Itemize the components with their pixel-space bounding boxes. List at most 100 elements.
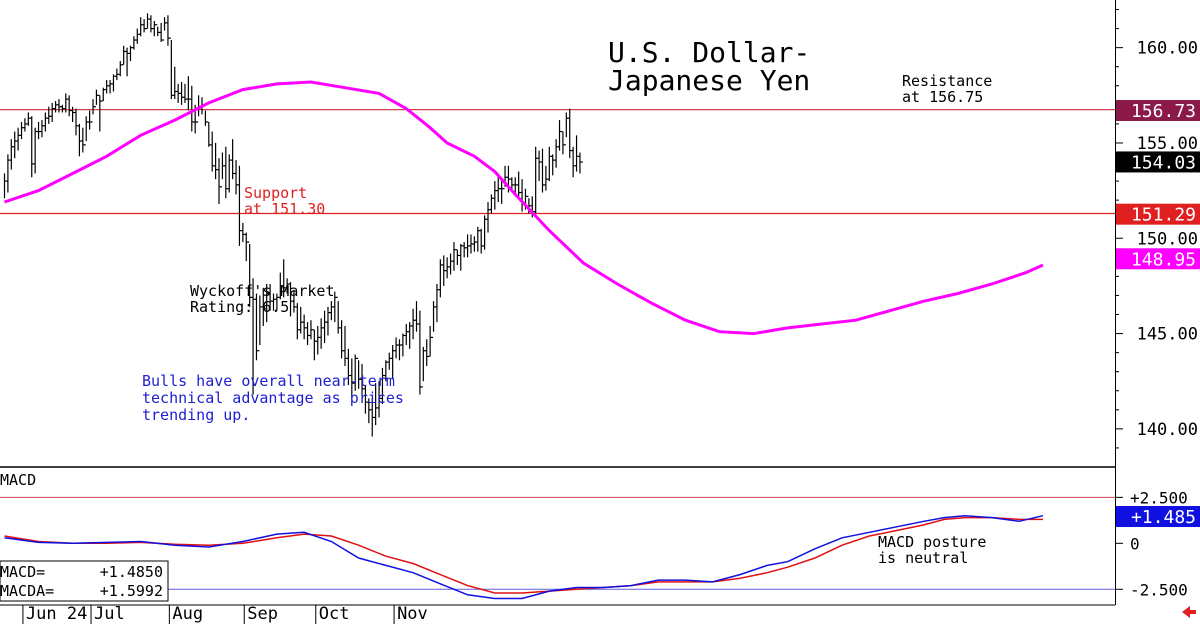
value-badge: 154.03 (1116, 151, 1200, 173)
price-bar (160, 22, 165, 42)
price-bar (180, 81, 185, 105)
price-bar (334, 291, 338, 323)
price-bar (490, 194, 495, 214)
price-bar (10, 139, 15, 170)
time-tick-label: Aug (172, 604, 203, 624)
price-bar (429, 325, 434, 357)
price-bar (54, 101, 59, 113)
price-bar (392, 345, 396, 380)
price-bar (187, 76, 192, 111)
price-bar (119, 60, 124, 77)
price-bar (143, 19, 148, 33)
price-bar (480, 228, 485, 254)
price-bar (255, 293, 260, 361)
svg-text:154.03: 154.03 (1131, 152, 1196, 173)
price-bar (323, 310, 328, 344)
price-bar (443, 255, 447, 286)
price-bar (191, 85, 195, 132)
macd-readout-value: +1.4850 (100, 563, 163, 581)
macda-line (4, 516, 1043, 594)
price-bar (174, 66, 178, 100)
price-bar (109, 80, 114, 94)
price-bar (129, 45, 134, 61)
svg-text:148.95: 148.95 (1131, 249, 1196, 270)
price-bar (405, 324, 410, 346)
price-bar (44, 112, 49, 132)
price-bar (426, 339, 430, 366)
price-bar (48, 106, 52, 124)
price-bar (204, 110, 209, 126)
price-bar (283, 259, 287, 298)
price-bar (112, 74, 117, 92)
price-bar (170, 40, 175, 100)
price-tick-label: 150.00 (1137, 229, 1198, 249)
price-bar (395, 337, 400, 359)
price-bar (541, 148, 546, 193)
scroll-left-arrow-icon[interactable] (1182, 606, 1196, 618)
macd-line (4, 514, 1044, 600)
price-bar (249, 243, 253, 307)
price-bar (460, 243, 464, 271)
price-bar (330, 301, 335, 321)
price-bar (432, 301, 437, 332)
price-bar (347, 348, 352, 386)
value-badge: 148.95 (1116, 248, 1200, 270)
price-bar (501, 179, 505, 204)
price-bar (24, 118, 28, 132)
price-bar (89, 110, 93, 130)
price-bar (487, 202, 492, 233)
rating-annotation-line-2: Rating: 6.5 (190, 298, 289, 316)
price-bar (153, 20, 158, 37)
price-bar (95, 89, 100, 105)
price-bar (368, 398, 372, 424)
price-bar (61, 104, 66, 113)
price-bar (65, 93, 69, 113)
price-bar (327, 306, 331, 336)
chart-title-line-1: U.S. Dollar- (608, 36, 810, 69)
value-badge: 151.29 (1116, 203, 1200, 226)
price-bar (371, 398, 376, 437)
price-bar (7, 154, 11, 193)
value-badge: 156.73 (1116, 99, 1200, 122)
price-bar (232, 139, 236, 180)
commentary-line-3: trending up. (142, 406, 250, 424)
price-tick-label: 155.00 (1137, 134, 1198, 154)
price-bar (296, 303, 301, 340)
price-bar (378, 381, 383, 418)
support-annotation-line-2: at 151.30 (244, 200, 325, 218)
macd-annotation-line-1: MACD posture (878, 533, 986, 551)
price-bar (20, 121, 25, 140)
price-bar (419, 310, 423, 395)
price-bar (300, 306, 304, 334)
price-bar (470, 234, 474, 254)
price-bar (548, 146, 553, 182)
price-tick-label: 145.00 (1137, 325, 1198, 345)
price-bar (252, 278, 257, 395)
price-bar (146, 13, 151, 29)
time-tick-label: Nov (397, 604, 428, 624)
macd-tick-label: -2.500 (1130, 580, 1188, 599)
price-bar (157, 26, 161, 37)
price-bar (34, 127, 39, 174)
price-bar (242, 223, 246, 243)
macd-annotation-line-2: is neutral (878, 549, 968, 567)
price-bar (473, 236, 478, 252)
price-bar (208, 121, 212, 147)
price-bar (398, 339, 403, 361)
price-bar (167, 15, 171, 46)
price-bar (68, 95, 73, 117)
price-bar (337, 301, 342, 334)
price-bar (484, 215, 488, 250)
time-tick-label: Jun 24 (26, 604, 87, 624)
price-bar (388, 352, 393, 370)
price-bar (317, 325, 321, 355)
price-bar (538, 150, 543, 182)
svg-text:151.29: 151.29 (1131, 205, 1196, 226)
price-bar (133, 36, 137, 50)
price-bar (446, 257, 451, 279)
price-tick-label: 160.00 (1137, 39, 1198, 59)
price-bar (184, 83, 188, 103)
price-bar (225, 146, 229, 199)
price-bar (14, 131, 18, 159)
